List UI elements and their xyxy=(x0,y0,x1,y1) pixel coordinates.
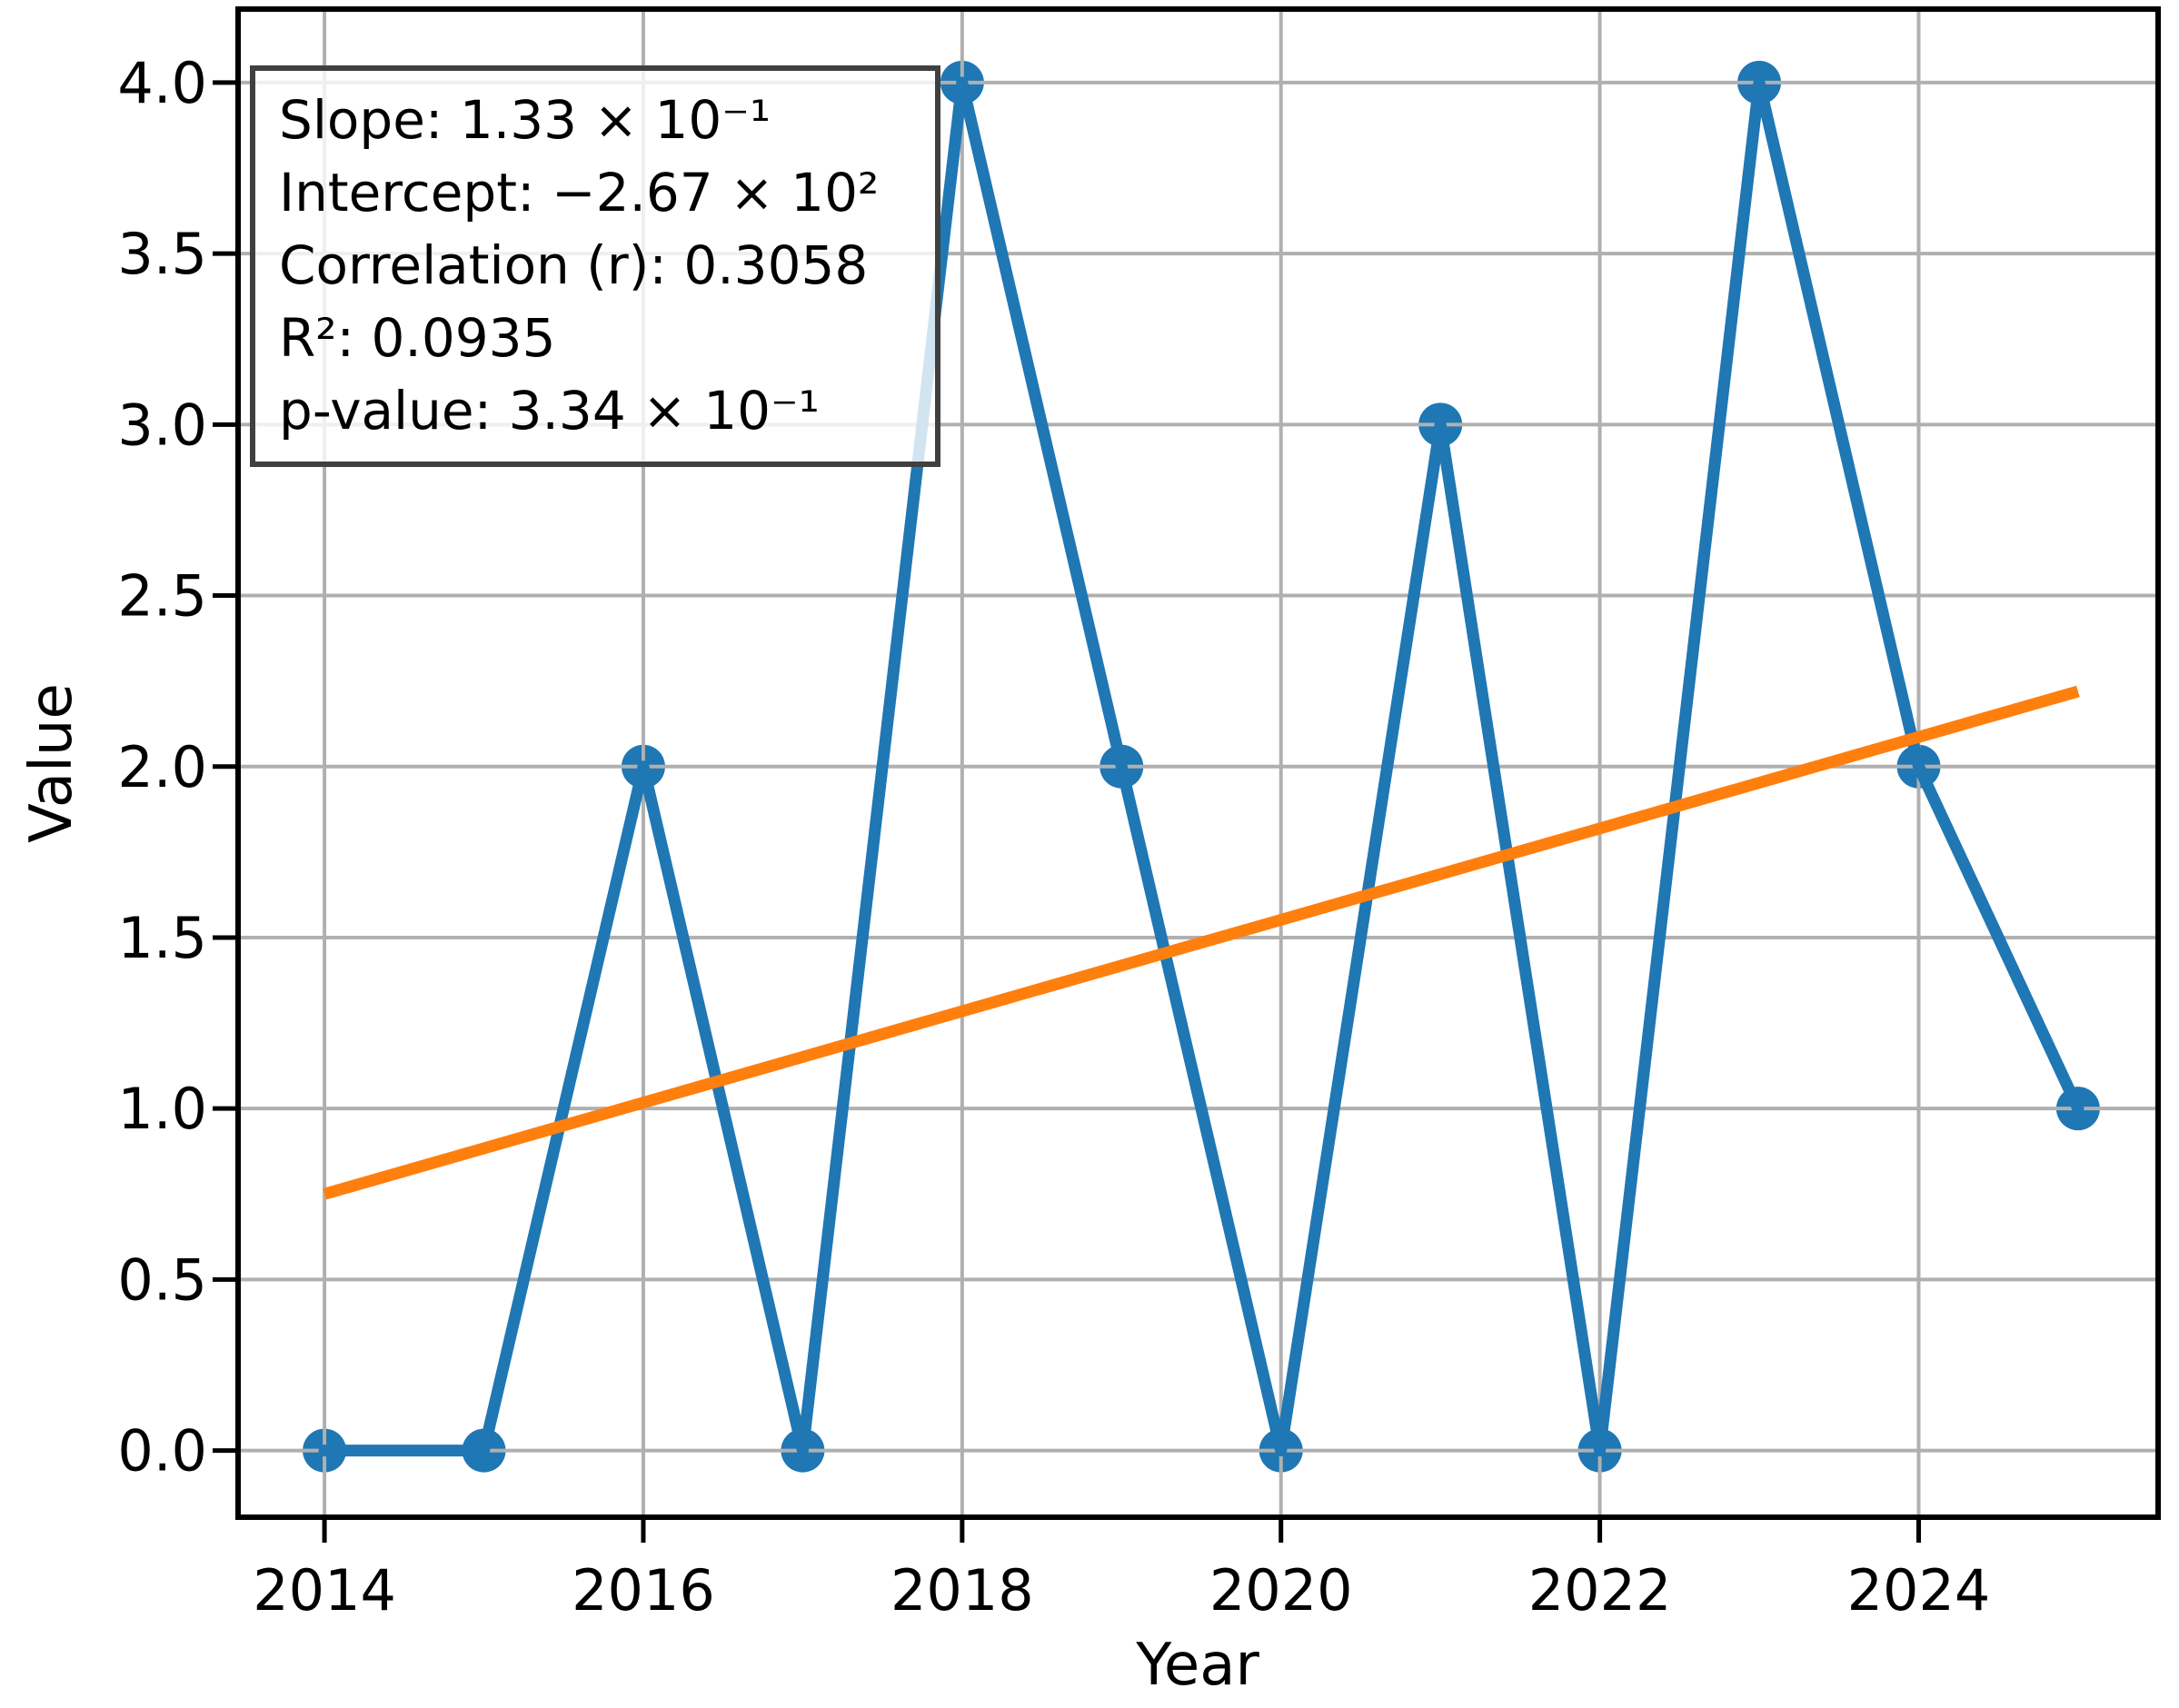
y-tick-label: 2.0 xyxy=(117,734,207,800)
x-tick-label: 2020 xyxy=(1209,1557,1353,1624)
tick-labels: 2014 2016 2018 2020 2022 2024 0.0 0.5 1.0 1.5 2.0 2… xyxy=(117,50,1990,1624)
y-tick-label: 3.0 xyxy=(117,392,207,458)
y-tick-label: 4.0 xyxy=(117,50,207,116)
y-tick-label: 1.5 xyxy=(117,905,207,971)
x-axis-title: Year xyxy=(1136,1632,1259,1699)
data-line xyxy=(318,76,2084,1457)
x-tick-label: 2022 xyxy=(1528,1557,1672,1624)
stats-line-correlation: Correlation (r): 0.3058 xyxy=(279,234,869,296)
x-tick-label: 2024 xyxy=(1847,1557,1991,1624)
trend-line xyxy=(323,685,2080,1200)
stats-line-intercept: Intercept: −2.67 × 10² xyxy=(279,162,880,223)
stats-line-p-value: p-value: 3.34 × 10⁻¹ xyxy=(279,380,820,442)
y-tick-label: 3.5 xyxy=(117,221,207,287)
x-tick-label: 2014 xyxy=(253,1557,396,1624)
stats-line-r-squared: R²: 0.0935 xyxy=(279,307,556,369)
stats-line-slope: Slope: 1.33 × 10⁻¹ xyxy=(279,89,771,151)
y-tick-label: 0.5 xyxy=(117,1246,207,1313)
y-axis-title: Value xyxy=(18,683,85,843)
tick-marks xyxy=(213,80,1921,1543)
axes-frame xyxy=(235,6,2161,1520)
y-tick-label: 2.5 xyxy=(117,563,207,630)
y-tick-label: 1.0 xyxy=(117,1076,207,1142)
x-tick-label: 2018 xyxy=(891,1557,1034,1624)
y-tick-label: 0.0 xyxy=(117,1418,207,1485)
stats-box: Slope: 1.33 × 10⁻¹ Intercept: −2.67 × 10… xyxy=(250,65,940,467)
x-tick-label: 2016 xyxy=(572,1557,715,1624)
